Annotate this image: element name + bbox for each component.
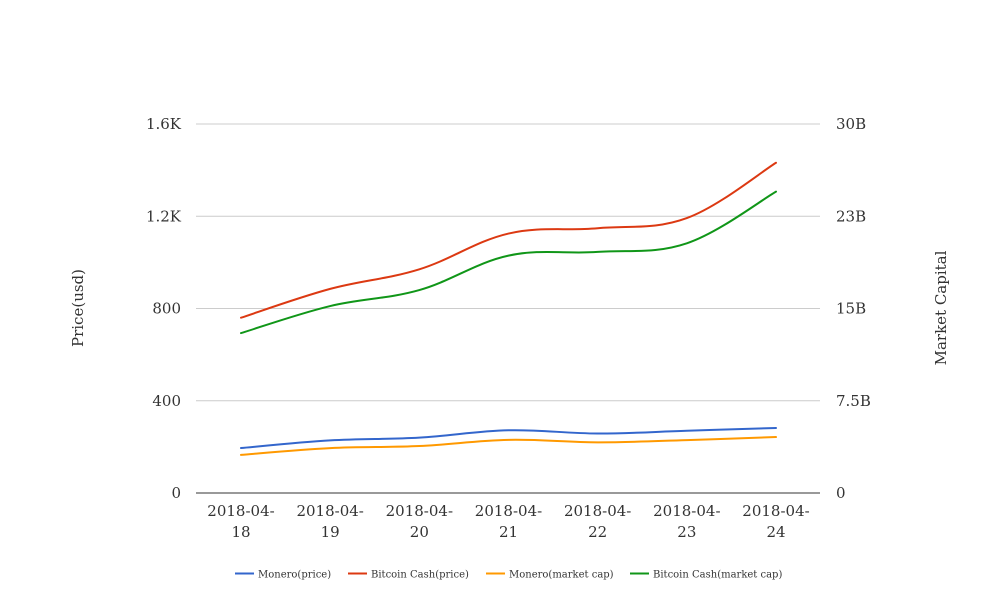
legend-item: Bitcoin Cash(market cap) xyxy=(630,570,782,581)
y-right-tick-label: 15B xyxy=(836,300,866,318)
y-right-tick-label: 0 xyxy=(836,484,846,502)
series-line-2 xyxy=(240,436,777,456)
series-line-1 xyxy=(240,161,777,319)
x-tick-label: 2018-04-19 xyxy=(296,502,363,541)
x-tick-label: 2018-04-18 xyxy=(207,502,274,541)
series-lines xyxy=(240,161,777,456)
x-tick-label: 2018-04-21 xyxy=(475,502,542,541)
tick-labels: 0 400 800 1.2K 1.6K 0 7.5B 15B 23B 30B 2018-04-18 2… xyxy=(146,115,871,541)
legend-label: Bitcoin Cash(price) xyxy=(371,570,469,581)
y-right-tick-label: 30B xyxy=(836,115,866,133)
y-axis-title-left: Price(usd) xyxy=(69,269,87,347)
y-axis-title-right: Market Capital xyxy=(932,250,950,365)
y-left-tick-label: 0 xyxy=(171,484,181,502)
y-right-tick-label: 23B xyxy=(836,207,866,225)
legend-label: Bitcoin Cash(market cap) xyxy=(653,570,782,581)
y-right-tick-label: 7.5B xyxy=(836,392,871,410)
legend-item: Monero(price) xyxy=(235,570,331,581)
series-line-0 xyxy=(240,426,777,450)
grid-lines xyxy=(196,123,820,402)
legend-label: Monero(market cap) xyxy=(509,570,614,581)
legend-item: Monero(market cap) xyxy=(486,570,614,581)
y-left-tick-label: 400 xyxy=(152,392,181,410)
y-left-tick-label: 1.2K xyxy=(146,207,182,225)
x-tick-label: 2018-04-24 xyxy=(742,502,809,541)
x-tick-label: 2018-04-22 xyxy=(564,502,631,541)
y-left-tick-label: 1.6K xyxy=(146,115,182,133)
legend-item: Bitcoin Cash(price) xyxy=(348,570,469,581)
x-tick-label: 2018-04-20 xyxy=(386,502,453,541)
legend: Monero(price) Bitcoin Cash(price) Monero(m… xyxy=(235,570,782,581)
x-tick-label: 2018-04-23 xyxy=(653,502,720,541)
y-left-tick-label: 800 xyxy=(152,300,181,318)
series-line-3 xyxy=(240,190,777,335)
legend-label: Monero(price) xyxy=(258,570,331,581)
